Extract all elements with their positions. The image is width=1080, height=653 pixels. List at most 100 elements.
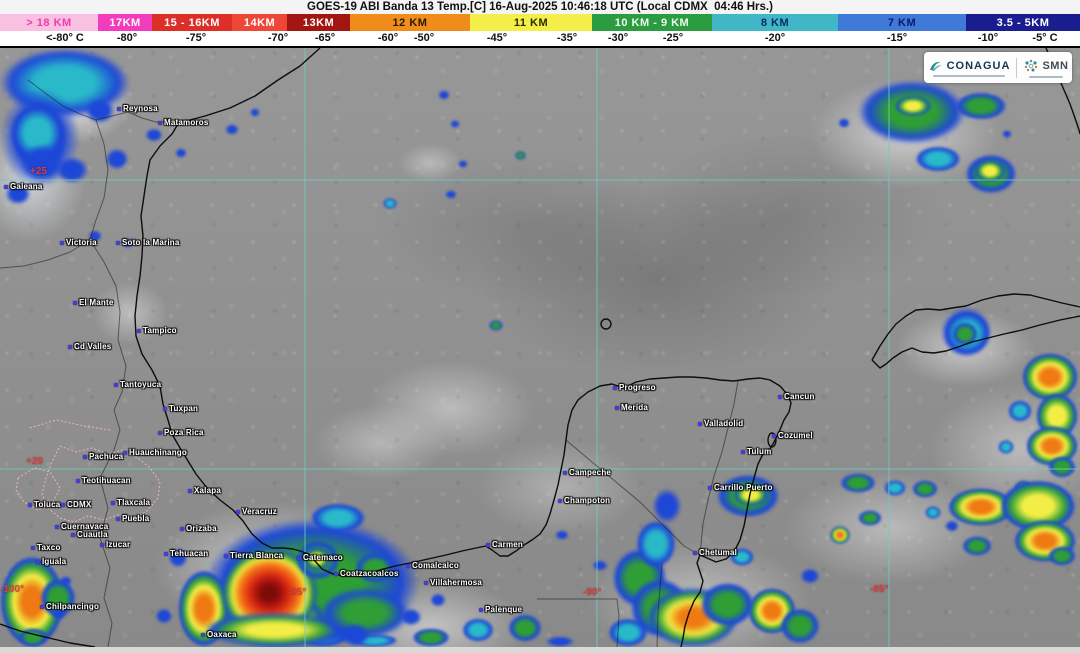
storm-cell [652, 488, 682, 524]
scale-segment: 10 KM - 9 KM [592, 14, 712, 31]
city-label: Progreso [613, 383, 656, 392]
city-label: Tampico [137, 326, 177, 335]
altitude-color-scale: > 18 KM 17KM 15 - 16KM 14KM 13KM 12 KM 11 KM 10… [0, 14, 1080, 31]
coord-label: -100° [0, 584, 25, 595]
storm-cell [636, 520, 676, 568]
storm-cell [122, 238, 134, 248]
storm-cell [489, 320, 503, 331]
storm-cell [60, 576, 72, 586]
city-label: Merida [615, 403, 648, 412]
storm-cell [5, 183, 31, 205]
scale-segment: 17KM [98, 14, 152, 31]
storm-cell [975, 160, 1005, 182]
city-label: Galeana [4, 182, 43, 191]
storm-cell [450, 120, 460, 128]
city-marker-icon [558, 498, 562, 503]
state-borders [0, 79, 739, 647]
conagua-tagline [933, 74, 1006, 77]
storm-cell [52, 608, 66, 620]
coord-label: -85° [870, 584, 889, 595]
city-marker-icon [563, 470, 567, 475]
city-marker-icon [83, 454, 87, 459]
city-marker-icon [778, 394, 782, 399]
city-label: Cd Valles [68, 342, 111, 351]
city-marker-icon [137, 328, 141, 333]
city-marker-icon [31, 545, 35, 550]
storm-cell [145, 128, 163, 142]
smn-dots-icon [1025, 59, 1038, 71]
city-marker-icon [111, 500, 115, 505]
scale-segment: 8 KM [712, 14, 838, 31]
storm-cell [592, 560, 608, 571]
storm-cell [383, 198, 397, 209]
storm-cell [175, 148, 187, 158]
scale-segment: 15 - 16KM [152, 14, 232, 31]
temp-tick-label: -30° [607, 32, 629, 44]
temp-tick-label: -15° [886, 32, 908, 44]
coord-label: -95° [288, 587, 307, 598]
storm-cell [304, 548, 330, 570]
city-label: Champoton [558, 496, 610, 505]
city-label: CDMX [61, 500, 91, 509]
storm-cell [250, 108, 260, 117]
temp-tick-label: -65° [314, 32, 336, 44]
storm-cell [858, 510, 882, 526]
conagua-wordmark: CONAGUA [946, 59, 1011, 72]
temp-tick-label: -70° [267, 32, 289, 44]
coord-label: +20 [26, 456, 43, 467]
city-marker-icon [100, 542, 104, 547]
city-label: Matamoros [158, 118, 208, 127]
temp-tick-label: -75° [185, 32, 207, 44]
temp-tick-label: <-80° C [46, 32, 84, 44]
storm-cell [155, 608, 173, 624]
city-label: Xalapa [188, 486, 221, 495]
storm-cell [438, 90, 450, 100]
city-label: Orizaba [180, 524, 217, 533]
city-label: Taxco [31, 543, 61, 552]
temp-tick-label: -50° [413, 32, 435, 44]
agency-logos: CONAGUA SMN [924, 52, 1072, 83]
scale-segment: 14KM [232, 14, 287, 31]
city-marker-icon [708, 485, 712, 490]
coord-label: +25 [30, 166, 47, 177]
scale-segment: 13KM [287, 14, 350, 31]
city-label: Puebla [116, 514, 149, 523]
storm-cell [998, 440, 1014, 454]
storm-cell [412, 628, 450, 647]
central-states-borders [15, 419, 161, 523]
temp-tick-label: -45° [486, 32, 508, 44]
storm-cell [780, 608, 820, 644]
storm-cell [55, 156, 89, 184]
city-marker-icon [28, 502, 32, 507]
city-marker-icon [698, 421, 702, 426]
temp-tick-label: -10° [977, 32, 999, 44]
temperature-scale-labels: <-80° C -80° -75° -70° -65° -60° -50° -45° -35° -… [0, 31, 1080, 46]
city-marker-icon [164, 551, 168, 556]
city-label: Soto la Marina [116, 238, 179, 247]
coord-label: -90° [583, 587, 602, 598]
city-marker-icon [61, 502, 65, 507]
lat-lon-gridlines [0, 48, 1080, 647]
temp-tick-label: -35° [556, 32, 578, 44]
logo-divider [1016, 57, 1018, 78]
city-marker-icon [772, 433, 776, 438]
city-label: Reynosa [117, 104, 158, 113]
city-label: Poza Rica [158, 428, 204, 437]
city-label: Catemaco [297, 553, 343, 562]
ir-cloud-imagery [0, 48, 1080, 647]
city-label: El Mante [73, 298, 114, 307]
temp-tick-label: -80° [116, 32, 138, 44]
city-label: Teotihuacan [76, 476, 131, 485]
city-marker-icon [741, 449, 745, 454]
city-marker-icon [4, 184, 8, 189]
city-label: Huauchinango [123, 448, 187, 457]
city-label: Oaxaca [201, 630, 237, 639]
image-title: GOES-19 ABI Banda 13 Temp.[C] 16-Aug-202… [0, 0, 1080, 14]
storm-cell [945, 520, 959, 532]
storm-cell [730, 548, 754, 566]
storm-cell [800, 568, 820, 584]
storm-cell [105, 148, 129, 170]
city-label: Tulum [741, 447, 771, 456]
city-marker-icon [158, 430, 162, 435]
storm-cell [830, 526, 850, 544]
